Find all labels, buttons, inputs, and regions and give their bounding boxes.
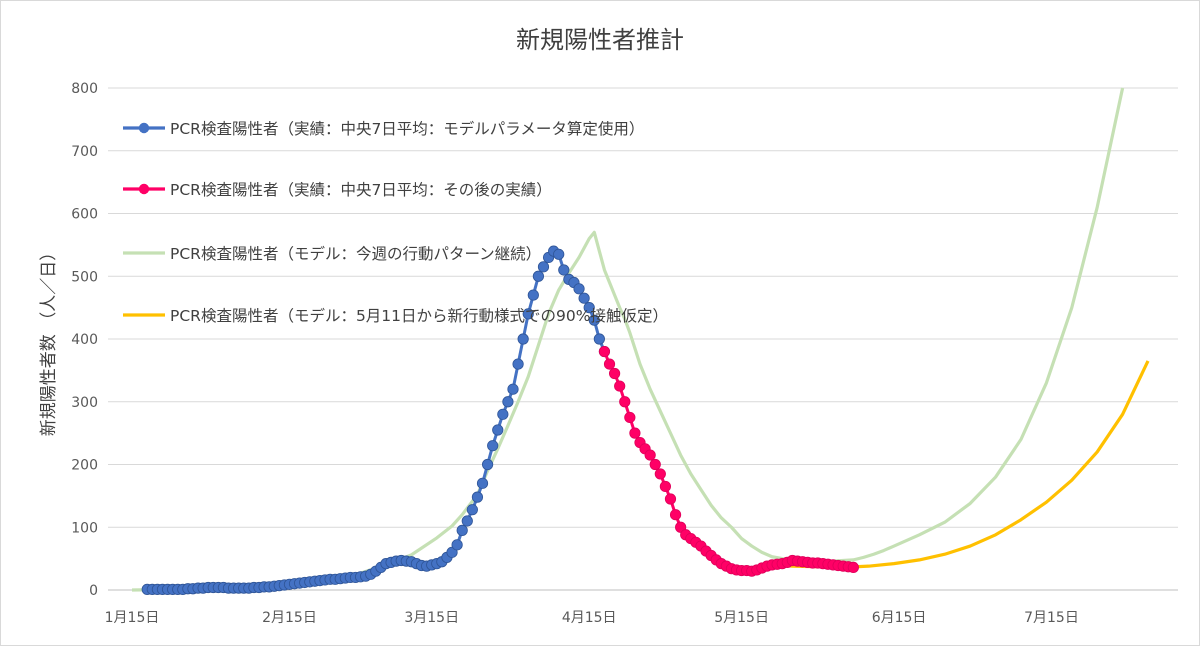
data-point [654,468,666,480]
gridlines [108,87,1178,591]
series-1 [141,245,611,595]
legend-label: PCR検査陽性者（実績：中央7日平均：その後の実績） [170,181,552,199]
y-tick-label: 300 [71,395,98,411]
data-point [619,396,631,408]
series-line [147,249,606,591]
data-point [481,458,494,471]
data-point [573,283,585,295]
data-point [512,358,524,370]
y-tick-label: 600 [71,207,98,223]
data-point [608,367,621,380]
data-point [492,424,504,436]
data-point [461,515,473,527]
y-tick-label: 100 [71,520,98,536]
data-point [487,440,499,452]
data-point [649,458,661,471]
x-tick-label: 6月15日 [872,610,927,626]
data-point [502,396,514,408]
x-axis-ticks: 1月15日 2月15日 3月15日 4月15日 5月15日 6月15日 7月15日 [105,610,1079,626]
y-tick-label: 200 [71,458,98,474]
x-tick-label: 7月15日 [1024,610,1079,626]
data-point [497,408,509,420]
legend-item-2: PCR検査陽性者（実績：中央7日平均：その後の実績） [123,181,552,199]
series-line [603,350,854,573]
data-point [629,427,641,439]
data-point [624,411,636,424]
data-point [669,509,682,521]
data-point [451,539,463,551]
data-point [588,314,600,326]
y-axis-ticks: 0 100 200 300 400 500 600 700 800 [71,81,98,599]
y-tick-label: 700 [71,144,98,160]
legend-swatch-marker [138,183,150,195]
data-point [659,480,672,493]
x-tick-label: 1月15日 [105,610,160,626]
y-tick-label: 0 [89,583,98,599]
data-point [471,491,484,503]
y-tick-label: 400 [71,332,98,348]
data-point [578,292,590,304]
data-point [553,248,565,260]
data-point [603,358,616,370]
legend-item-1: PCR検査陽性者（実績：中央7日平均：モデルパラメータ算定使用） [123,119,644,138]
data-point [593,333,605,345]
data-point [532,270,545,282]
x-tick-label: 3月15日 [404,610,459,626]
data-point [583,302,595,314]
data-point [537,261,550,273]
y-axis-label: 新規陽性者数 （人／日） [39,244,59,436]
data-point [664,493,677,505]
series-2 [598,345,859,577]
legend-label: PCR検査陽性者（実績：中央7日平均：モデルパラメータ算定使用） [170,119,644,138]
data-point [466,504,478,516]
data-point [598,345,611,358]
legend-item-4: PCR検査陽性者（モデル：5月11日から新行動様式での90%接触仮定） [123,306,668,325]
x-tick-label: 2月15日 [262,610,317,626]
legend-swatch-marker [138,122,150,134]
data-point [517,333,529,345]
data-point [847,561,859,574]
series-line [131,87,1125,592]
y-tick-label: 800 [71,81,98,97]
data-point [614,380,626,392]
data-point [456,524,468,536]
data-point [522,308,534,320]
data-point [476,477,489,489]
legend-label: PCR検査陽性者（モデル：今週の行動パターン継続） [170,244,541,263]
data-point [507,383,519,395]
data-point [527,289,539,301]
series-3 [131,87,1125,592]
y-tick-label: 500 [71,269,98,285]
legend: PCR検査陽性者（実績：中央7日平均：モデルパラメータ算定使用） PCR検査陽性者… [123,119,668,325]
data-point [558,264,570,276]
chart-title: 新規陽性者推計 [516,26,684,54]
x-tick-label: 4月15日 [562,610,617,626]
legend-item-3: PCR検査陽性者（モデル：今週の行動パターン継続） [123,244,541,263]
x-tick-label: 5月15日 [714,610,769,626]
data-point [644,449,656,461]
legend-label: PCR検査陽性者（モデル：5月11日から新行動様式での90%接触仮定） [170,306,668,325]
series-group [131,87,1150,595]
